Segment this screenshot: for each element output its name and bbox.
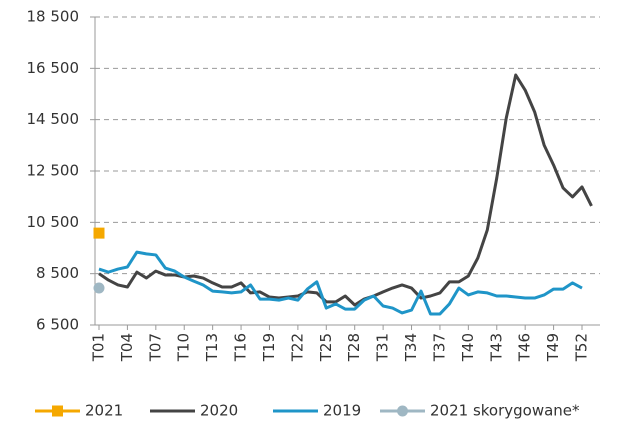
y-tick-label: 14 500 — [27, 110, 80, 128]
x-tick-label: T01 — [90, 333, 108, 362]
x-tick-label: T07 — [146, 333, 164, 362]
marker — [52, 405, 63, 417]
x-tick-label: T52 — [573, 333, 591, 362]
x-tick-label: T19 — [260, 333, 278, 362]
y-tick-label: 12 500 — [27, 162, 80, 180]
x-tick-label: T34 — [402, 333, 420, 362]
x-tick-label: T46 — [516, 333, 534, 362]
series-line — [98, 250, 583, 316]
marker — [397, 405, 408, 417]
x-tick-label: T31 — [374, 333, 392, 362]
marker — [93, 282, 105, 294]
x-tick-label: T04 — [118, 333, 136, 362]
x-tick-label: T43 — [487, 333, 505, 362]
x-tick-label: T40 — [459, 333, 477, 362]
x-tick-label: T16 — [232, 333, 250, 362]
x-tick-label: T13 — [203, 333, 221, 362]
x-tick-label: T37 — [430, 333, 448, 362]
x-tick-label: T28 — [345, 333, 363, 362]
legend-label: 2019 — [323, 402, 361, 420]
legend-label: 2021 skorygowane* — [430, 402, 580, 420]
legend-label: 2020 — [200, 402, 238, 420]
x-tick-label: T25 — [317, 333, 335, 362]
y-tick-label: 8 500 — [36, 264, 79, 282]
y-tick-label: 18 500 — [27, 8, 80, 26]
y-tick-label: 16 500 — [27, 59, 80, 77]
x-tick-label: T10 — [175, 333, 193, 362]
x-tick-label: T22 — [288, 333, 306, 362]
legend-label: 2021 — [85, 402, 123, 420]
y-tick-label: 10 500 — [27, 213, 80, 231]
marker — [93, 227, 105, 239]
x-tick-label: T49 — [544, 333, 562, 362]
y-tick-label: 6 500 — [36, 316, 79, 334]
